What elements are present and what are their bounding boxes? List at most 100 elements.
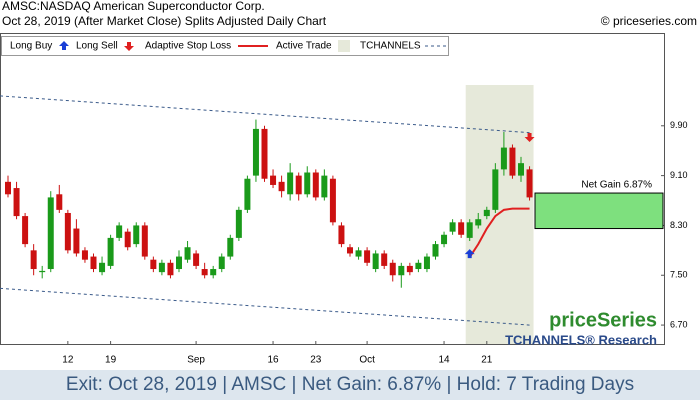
- y-tick-label: 9.90: [670, 120, 688, 130]
- sell-marker: [524, 133, 535, 142]
- candle-body: [406, 265, 413, 273]
- candle-body: [261, 128, 268, 179]
- candle-body: [47, 197, 54, 270]
- candle-body: [30, 250, 37, 270]
- candle-body: [210, 269, 217, 276]
- candle-body: [116, 225, 123, 238]
- legend-label: TCHANNELS: [360, 41, 421, 52]
- candle-body: [150, 259, 157, 270]
- candle-body: [218, 256, 225, 270]
- legend-label: Long Sell: [76, 41, 118, 52]
- x-tick-label: 21: [481, 355, 493, 366]
- channel-upper: [0, 95, 530, 134]
- x-tick-label: Oct: [359, 355, 375, 366]
- candle-body: [184, 247, 191, 260]
- candle-body: [441, 234, 448, 245]
- candle-body: [278, 181, 285, 192]
- chart-subtitle: Oct 28, 2019 (After Market Close) Splits…: [2, 14, 327, 28]
- banner-bg: [0, 370, 700, 400]
- candle-body: [458, 222, 465, 235]
- candle-body: [5, 181, 11, 195]
- candle-body: [133, 225, 140, 245]
- candle-body: [193, 253, 200, 266]
- candle-body: [321, 175, 328, 198]
- candle-body: [107, 237, 114, 266]
- buy-marker: [464, 249, 475, 259]
- chart-title: AMSC:NASDAQ American Superconductor Corp…: [2, 0, 265, 13]
- plot-frame: [0, 33, 665, 345]
- candle-body: [492, 169, 499, 210]
- candle-body: [347, 247, 353, 254]
- candle-body: [90, 256, 97, 270]
- source: © priceseries.com: [601, 14, 697, 28]
- legend-label: Adaptive Stop Loss: [145, 41, 231, 52]
- candle-body: [338, 225, 345, 245]
- candle-body: [449, 222, 456, 232]
- x-tick-label: Sep: [187, 355, 205, 366]
- candle-body: [364, 250, 371, 263]
- candle-body: [252, 128, 259, 176]
- net-gain-box: [534, 192, 664, 230]
- candle-body: [56, 194, 63, 210]
- candle-body: [355, 250, 362, 257]
- candle-body: [235, 209, 242, 238]
- candle-body: [124, 231, 131, 248]
- candle-body: [381, 253, 388, 266]
- candle-body: [432, 244, 439, 257]
- y-tick-label: 7.50: [670, 270, 688, 280]
- candle-body: [167, 262, 174, 276]
- candle-body: [13, 188, 20, 217]
- candle-body: [304, 172, 311, 195]
- candle-body: [372, 253, 379, 270]
- x-tick-label: 23: [310, 355, 322, 366]
- candle-body: [329, 178, 336, 223]
- legend-label: Long Buy: [10, 41, 52, 52]
- candle-body: [466, 222, 473, 238]
- legend-buy-icon: [59, 41, 69, 50]
- legend-label: Active Trade: [276, 41, 332, 52]
- legend-sell-icon: [124, 42, 134, 51]
- active-trade: [465, 85, 534, 345]
- candle-body: [73, 228, 80, 254]
- candle-body: [398, 265, 405, 276]
- stop-loss-line: [468, 207, 530, 258]
- candle-body: [475, 219, 482, 226]
- candle-body: [526, 169, 533, 198]
- y-tick-label: 9.10: [670, 170, 688, 180]
- legend-frame: [1, 36, 449, 56]
- banner: Exit: Oct 28, 2019 | AMSC | Net Gain: 6.…: [66, 374, 634, 395]
- candle-body: [22, 216, 29, 245]
- legend-active-icon: [338, 40, 350, 52]
- x-tick-label: 19: [105, 355, 117, 366]
- candle-body: [64, 212, 71, 251]
- candle-body: [176, 256, 182, 270]
- watermark-sub: TCHANNELS® Research: [505, 332, 657, 347]
- candle-body: [141, 225, 148, 257]
- x-tick-label: 12: [62, 355, 74, 366]
- candle-body: [227, 237, 234, 257]
- y-tick-label: 8.30: [670, 220, 688, 230]
- candle-body: [287, 172, 294, 195]
- candle-body: [423, 256, 430, 270]
- candle-body: [244, 178, 251, 210]
- candle-body: [509, 147, 516, 176]
- x-tick-label: 14: [438, 355, 450, 366]
- candle-body: [158, 262, 165, 273]
- candle-body: [389, 262, 396, 276]
- candle-body: [201, 269, 208, 276]
- x-tick-label: 16: [267, 355, 279, 366]
- candle-body: [415, 262, 422, 270]
- candle-body: [39, 270, 46, 273]
- candle-body: [518, 163, 524, 176]
- candle-body: [81, 250, 88, 260]
- channel-lower: [0, 287, 530, 326]
- candle-body: [312, 172, 319, 198]
- candle-body: [270, 175, 277, 185]
- watermark: priceSeries: [549, 309, 657, 331]
- candle-body: [295, 175, 302, 195]
- candle-body: [99, 262, 106, 273]
- y-tick-label: 6.70: [670, 319, 688, 329]
- net-gain-label: Net Gain 6.87%: [581, 180, 652, 191]
- candle-body: [500, 147, 507, 170]
